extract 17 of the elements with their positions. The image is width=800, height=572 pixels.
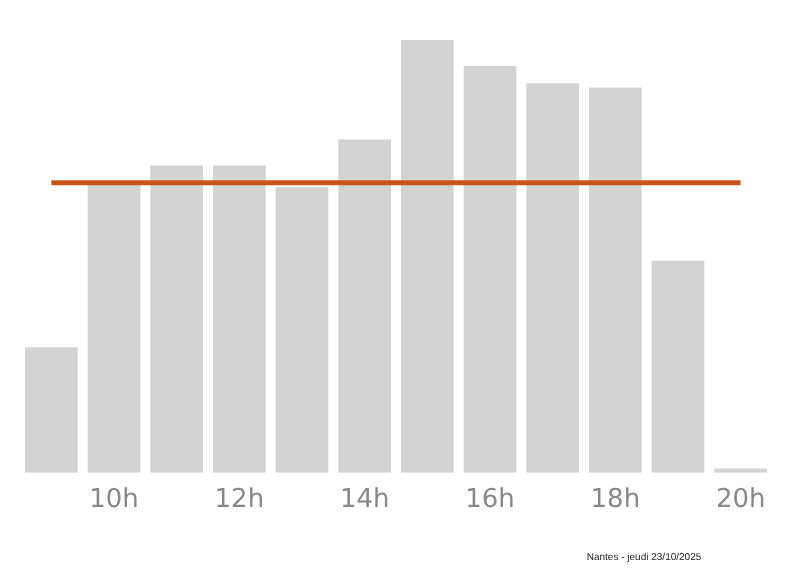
bar	[463, 65, 517, 473]
bar	[589, 87, 642, 473]
bar	[25, 347, 78, 473]
x-tick-label: 18h	[590, 485, 641, 516]
bar	[150, 165, 203, 473]
x-tick-label: 20h	[715, 485, 766, 516]
x-tick-label: 10h	[89, 485, 139, 516]
bar	[401, 40, 454, 473]
bar	[651, 260, 705, 473]
bar	[338, 139, 391, 473]
bar	[275, 187, 329, 473]
x-tick-label: 14h	[339, 485, 390, 516]
x-tick-label: 12h	[214, 485, 265, 516]
bar	[526, 83, 579, 473]
bar	[213, 165, 266, 473]
bar	[87, 182, 141, 473]
x-tick-label: 16h	[465, 485, 515, 516]
